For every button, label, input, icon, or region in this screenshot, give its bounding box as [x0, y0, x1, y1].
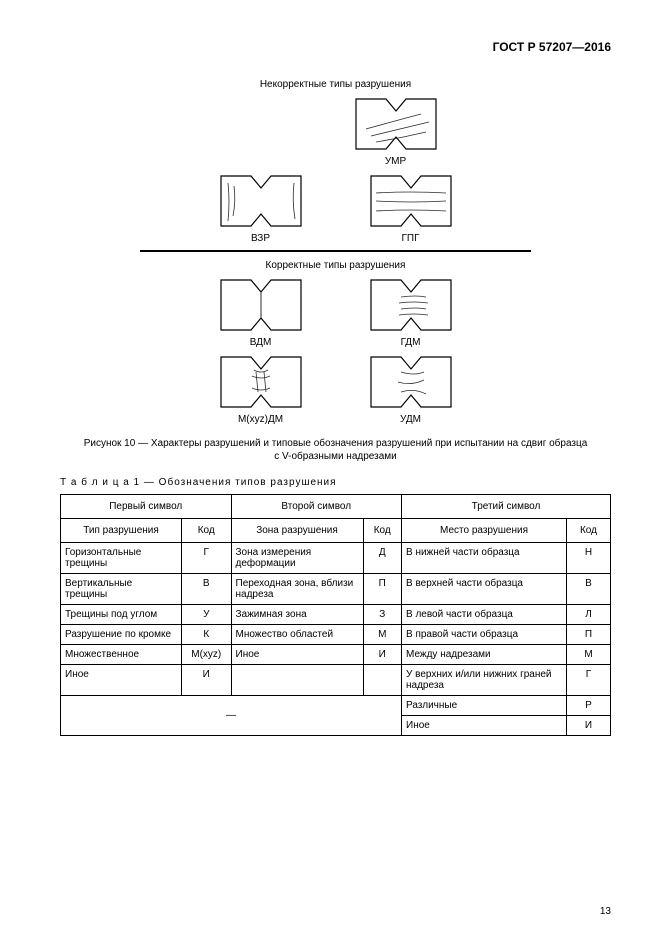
failure-codes-table: Первый символ Второй символ Третий симво… — [60, 494, 611, 736]
table-row: Трещины под угломУ Зажимная зонаЗ В лево… — [61, 605, 611, 625]
correct-title: Корректные типы разрушения — [60, 260, 611, 271]
table-row: МножественноеМ(xyz) ИноеИ Между надрезам… — [61, 645, 611, 665]
label-mxyzdm: М(xyz)ДМ — [238, 414, 283, 425]
section-divider — [140, 250, 531, 252]
label-gpg: ГПГ — [401, 233, 419, 244]
label-udm: УДМ — [400, 414, 421, 425]
th-second: Второй символ — [231, 495, 402, 519]
th-code1: Код — [182, 519, 232, 543]
table-row: — РазличныеР — [61, 696, 611, 716]
th-third: Третий символ — [402, 495, 611, 519]
table-row: Вертикальные трещиныВ Переходная зона, в… — [61, 574, 611, 605]
figure-caption: Рисунок 10 — Характеры разрушений и типо… — [60, 437, 611, 463]
caption-line1: Рисунок 10 — Характеры разрушений и типо… — [84, 438, 588, 449]
table-row: Разрушение по кромкеК Множество областей… — [61, 625, 611, 645]
th-first: Первый символ — [61, 495, 232, 519]
page-number: 13 — [600, 906, 611, 917]
incorrect-title: Некорректные типы разрушения — [60, 79, 611, 90]
th-type: Тип разрушения — [61, 519, 182, 543]
table-title: Т а б л и ц а 1 — Обозначения типов разр… — [60, 477, 611, 488]
doc-code: ГОСТ Р 57207—2016 — [60, 40, 611, 54]
diagram-udm: УДМ — [366, 352, 456, 425]
diagram-vdm: ВДМ — [216, 275, 306, 348]
th-code3: Код — [567, 519, 611, 543]
label-vdm: ВДМ — [250, 337, 272, 348]
table-row: Горизонтальные трещиныГ Зона измерения д… — [61, 543, 611, 574]
th-place: Место разрушения — [402, 519, 567, 543]
caption-line2: с V-образными надрезами — [274, 451, 397, 462]
diagram-gpg: ГПГ — [366, 171, 456, 244]
th-code2: Код — [363, 519, 402, 543]
table-row: ИноеИ У верхних и/или нижних граней надр… — [61, 665, 611, 696]
label-umr: УМР — [385, 156, 406, 167]
th-zone: Зона разрушения — [231, 519, 363, 543]
label-gdm: ГДМ — [401, 337, 421, 348]
diagram-mxyzdm: М(xyz)ДМ — [216, 352, 306, 425]
diagram-vzr: ВЗР — [216, 171, 306, 244]
dash-cell: — — [61, 696, 402, 736]
label-vzr: ВЗР — [251, 233, 270, 244]
diagram-umr: УМР — [351, 94, 441, 167]
diagram-gdm: ГДМ — [366, 275, 456, 348]
